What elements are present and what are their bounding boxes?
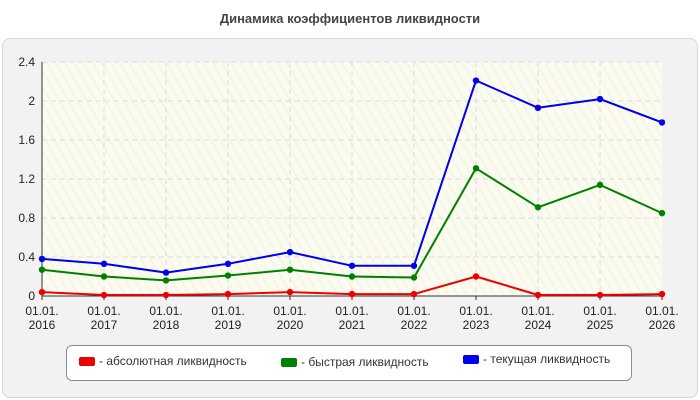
chart-title: Динамика коэффициентов ликвидности (219, 11, 481, 26)
y-tick-label: 2 (28, 94, 35, 108)
data-point (596, 181, 604, 189)
data-point (38, 255, 46, 263)
legend-label: - абсолютная ликвидность (99, 354, 247, 368)
data-point (224, 290, 232, 298)
legend: - абсолютная ликвидность - быстрая ликви… (66, 345, 632, 381)
x-tick-label: 2021 (339, 318, 366, 332)
x-tick-label: 01.01. (397, 304, 430, 318)
legend-label: - быстрая ликвидность (301, 355, 429, 369)
x-tick-label: 2017 (91, 318, 118, 332)
data-point (410, 274, 418, 281)
legend-swatch-green (281, 357, 297, 367)
x-tick-label: 01.01. (335, 304, 368, 318)
data-point (596, 291, 604, 299)
data-point (472, 77, 480, 84)
legend-item-current: - текущая ликвидность (463, 352, 610, 366)
data-point (534, 291, 542, 299)
x-tick-label: 2024 (525, 318, 552, 332)
data-point (224, 272, 232, 279)
x-tick-label: 01.01. (583, 304, 616, 318)
data-point (658, 209, 666, 217)
data-point (658, 119, 666, 126)
x-tick-label: 2026 (649, 318, 676, 332)
legend-item-quick: - быстрая ликвидность (281, 355, 429, 369)
data-point (100, 273, 108, 280)
x-tick-label: 01.01. (273, 304, 306, 318)
x-tick-label: 2019 (215, 318, 242, 332)
legend-swatch-red (79, 356, 95, 366)
legend-item-absolute: - абсолютная ликвидность (79, 354, 247, 368)
x-tick-label: 2018 (153, 318, 180, 332)
y-tick-label: 0 (28, 289, 35, 303)
data-point (286, 266, 294, 273)
y-tick-label: 0.8 (18, 211, 35, 225)
data-point (472, 273, 480, 280)
x-tick-label: 2025 (587, 318, 614, 332)
y-tick-label: 0.4 (18, 250, 35, 264)
x-tick-label: 01.01. (211, 304, 244, 318)
data-point (534, 104, 542, 112)
x-tick-label: 2020 (277, 318, 304, 332)
data-point (410, 290, 418, 298)
data-point (38, 288, 46, 296)
data-point (162, 269, 170, 276)
data-point (100, 260, 108, 268)
x-tick-label: 01.01. (645, 304, 678, 318)
y-tick-label: 1.2 (18, 172, 35, 186)
x-tick-label: 2023 (463, 318, 490, 332)
data-point (162, 277, 170, 284)
data-point (162, 291, 170, 299)
data-point (410, 262, 418, 269)
data-point (286, 248, 294, 256)
data-point (348, 262, 356, 269)
data-point (658, 290, 666, 298)
x-tick-label: 01.01. (25, 304, 58, 318)
data-point (596, 95, 604, 103)
x-tick-label: 01.01. (521, 304, 554, 318)
y-tick-label: 2.4 (18, 55, 35, 69)
data-point (472, 165, 480, 172)
x-tick-label: 01.01. (149, 304, 182, 318)
data-point (38, 266, 46, 273)
data-point (286, 288, 294, 296)
x-tick-label: 01.01. (459, 304, 492, 318)
data-point (348, 273, 356, 280)
legend-label: - текущая ликвидность (483, 352, 611, 366)
x-tick-label: 01.01. (87, 304, 120, 318)
data-point (100, 291, 108, 299)
data-point (348, 290, 356, 298)
x-tick-label: 2016 (29, 318, 56, 332)
data-point (224, 260, 232, 268)
legend-swatch-blue (463, 354, 479, 364)
y-tick-label: 1.6 (18, 133, 35, 147)
data-point (534, 204, 542, 211)
x-tick-label: 2022 (401, 318, 428, 332)
